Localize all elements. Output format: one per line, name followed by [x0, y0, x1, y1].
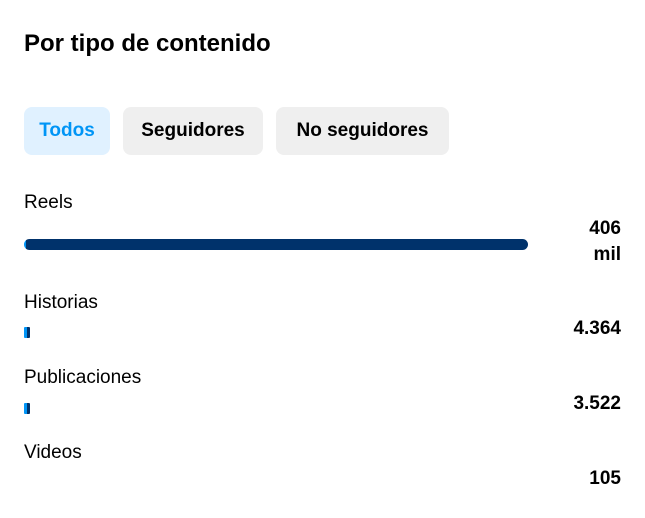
- content-label: Historias: [24, 292, 98, 313]
- content-bar: [24, 327, 30, 338]
- content-label: Videos: [24, 442, 82, 463]
- content-label: Publicaciones: [24, 367, 142, 388]
- content-bar: [24, 239, 528, 250]
- content-value: 4.364: [573, 318, 621, 339]
- value-number: 406: [589, 218, 621, 239]
- tab-seguidores[interactable]: Seguidores: [123, 107, 263, 155]
- bar-segment-dark: [27, 403, 30, 414]
- value-unit: mil: [593, 244, 621, 265]
- content-value: 3.522: [573, 393, 621, 414]
- content-value: 105: [589, 468, 621, 489]
- bar-segment-dark: [26, 239, 528, 250]
- bar-segment-light: [24, 327, 27, 338]
- bar-segment-light: [24, 403, 27, 414]
- content-label: Reels: [24, 192, 73, 213]
- tab-todos[interactable]: Todos: [24, 107, 110, 155]
- content-bar: [24, 403, 30, 414]
- bar-segment-dark: [27, 327, 30, 338]
- bar-segment-light: [24, 239, 26, 250]
- content-value: 406 mil: [589, 216, 621, 268]
- section-title: Por tipo de contenido: [24, 30, 271, 57]
- tab-no-seguidores[interactable]: No seguidores: [276, 107, 449, 155]
